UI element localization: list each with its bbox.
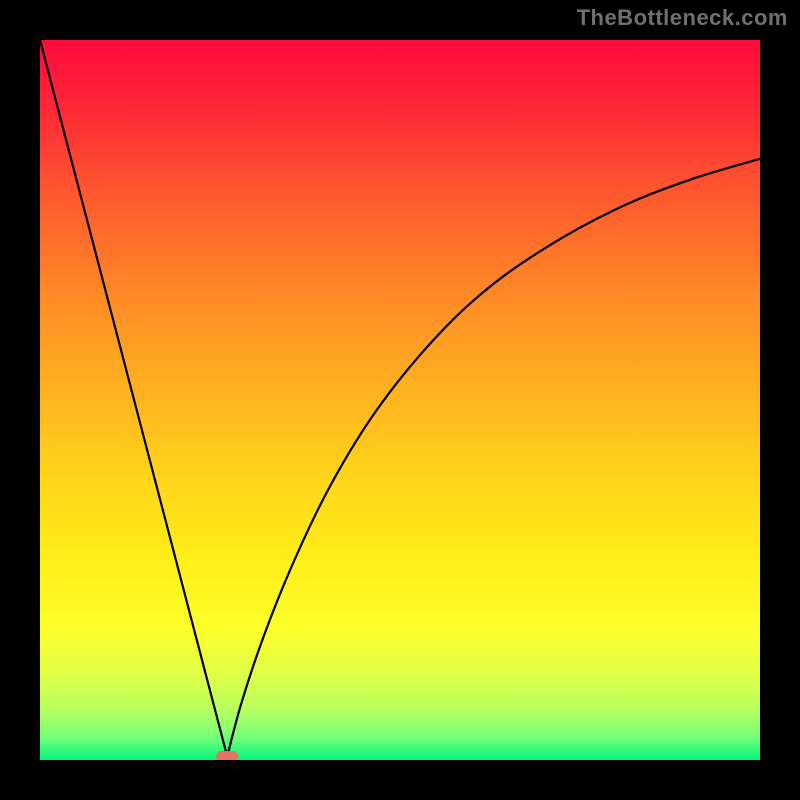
curve-right-branch — [227, 159, 760, 757]
curve-left-branch — [40, 40, 227, 756]
watermark-text: TheBottleneck.com — [577, 5, 788, 31]
minimum-marker — [216, 751, 238, 760]
plot-area — [40, 40, 760, 760]
bottleneck-curve — [40, 40, 760, 760]
figure-root: TheBottleneck.com — [0, 0, 800, 800]
